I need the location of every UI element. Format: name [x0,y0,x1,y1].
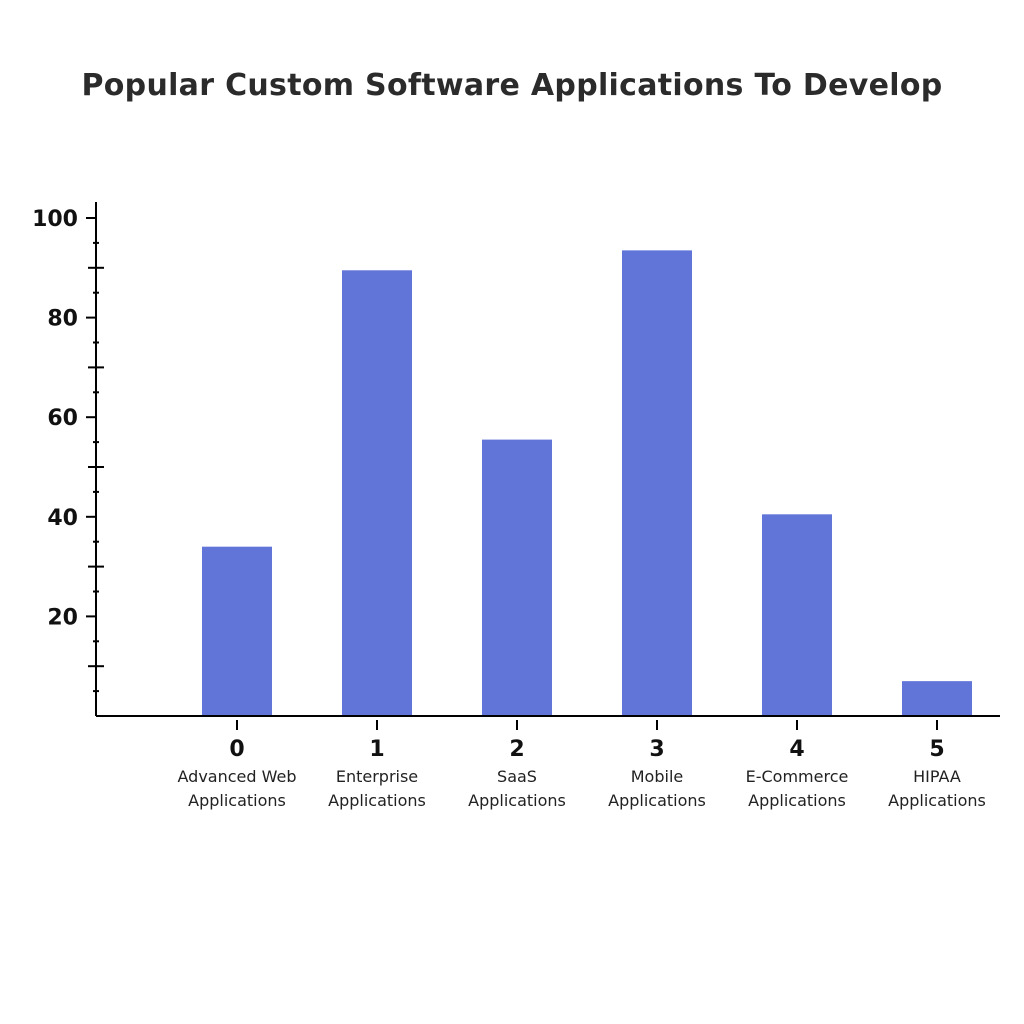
y-tick-label-60: 60 [47,406,78,431]
x-tick-label-4: 4 [789,737,804,762]
bar-2 [482,439,552,716]
bar-3 [622,250,692,716]
category-label-1-line-1: Enterprise [336,767,418,786]
category-label-3-line-1: Mobile [631,767,683,786]
x-tick-label-0: 0 [229,737,244,762]
category-label-0-line-2: Applications [188,791,286,810]
bar-0 [202,546,272,716]
category-label-4-line-2: Applications [748,791,846,810]
category-label-4-line-1: E-Commerce [746,767,849,786]
category-label-5-line-1: HIPAA [913,767,961,786]
bar-5 [902,681,972,716]
x-tick-label-2: 2 [509,737,524,762]
y-axis: 20 40 60 80 100 [32,202,104,716]
bar-1 [342,270,412,716]
category-label-2-line-2: Applications [468,791,566,810]
category-label-2-line-1: SaaS [497,767,537,786]
bars-group [202,250,972,716]
category-label-3-line-2: Applications [608,791,706,810]
x-tick-label-1: 1 [369,737,384,762]
y-tick-label-20: 20 [47,605,78,630]
y-tick-label-100: 100 [32,207,78,232]
x-axis: 0 Advanced Web Applications 1 Enterprise Appl… [96,715,1000,810]
y-tick-label-40: 40 [47,506,78,531]
bar-4 [762,514,832,716]
y-tick-label-80: 80 [47,307,78,332]
x-tick-label-5: 5 [929,737,944,762]
category-label-0-line-1: Advanced Web [178,767,297,786]
category-label-1-line-2: Applications [328,791,426,810]
x-tick-label-3: 3 [649,737,664,762]
chart-title: Popular Custom Software Applications To … [81,68,943,103]
category-label-5-line-2: Applications [888,791,986,810]
